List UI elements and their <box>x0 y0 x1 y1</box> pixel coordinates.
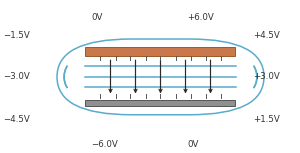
Bar <box>85 100 236 106</box>
Text: −4.5V: −4.5V <box>3 115 30 124</box>
Text: +6.0V: +6.0V <box>188 13 214 22</box>
Text: −3.0V: −3.0V <box>3 72 30 81</box>
Text: −1.5V: −1.5V <box>3 31 30 40</box>
Bar <box>85 47 236 56</box>
Text: +1.5V: +1.5V <box>254 115 280 124</box>
Text: −6.0V: −6.0V <box>92 140 118 149</box>
Text: +3.0V: +3.0V <box>254 72 280 81</box>
Text: 0V: 0V <box>92 13 103 22</box>
Text: +4.5V: +4.5V <box>254 31 280 40</box>
Text: 0V: 0V <box>188 140 199 149</box>
